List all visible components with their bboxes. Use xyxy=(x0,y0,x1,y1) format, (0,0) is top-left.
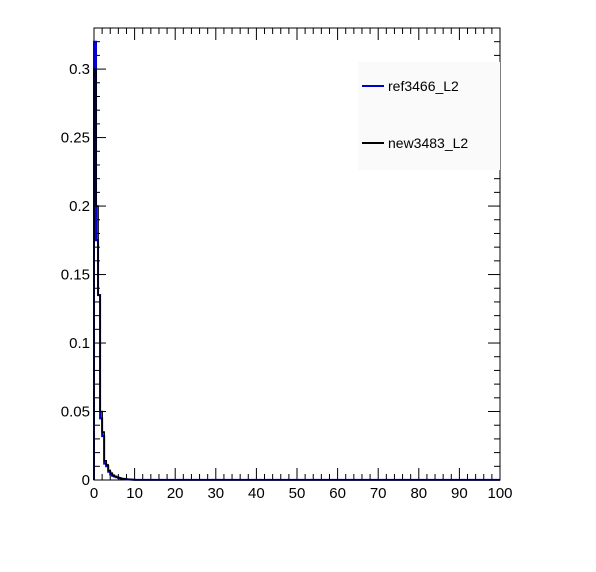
legend-box xyxy=(358,62,500,170)
y-tick-label: 0 xyxy=(82,472,90,489)
y-tick-labels: 0 0.05 0.1 0.15 0.2 0.25 0.3 xyxy=(61,61,90,489)
x-tick-label: 10 xyxy=(126,485,143,502)
x-tick-label: 40 xyxy=(248,485,265,502)
x-tick-label: 60 xyxy=(329,485,346,502)
x-tick-label: 20 xyxy=(167,485,184,502)
x-tick-label: 30 xyxy=(207,485,224,502)
y-tick-label: 0.1 xyxy=(69,335,90,352)
y-tick-label: 0.15 xyxy=(61,267,90,284)
x-tick-label: 50 xyxy=(289,485,306,502)
y-tick-label: 0.3 xyxy=(69,61,90,78)
legend-label: new3483_L2 xyxy=(388,135,468,151)
legend-label: ref3466_L2 xyxy=(388,78,459,94)
x-tick-label: 90 xyxy=(451,485,468,502)
series-layer xyxy=(93,40,500,481)
y-tick-label: 0.25 xyxy=(61,130,90,147)
legend: ref3466_L2 new3483_L2 xyxy=(358,62,500,170)
x-tick-label: 0 xyxy=(90,485,98,502)
y-tick-label: 0.05 xyxy=(61,404,90,421)
series-new3483_L2 xyxy=(93,68,500,481)
x-tick-label: 70 xyxy=(370,485,387,502)
x-tick-labels: 0 10 20 30 40 50 60 70 80 90 100 xyxy=(90,485,513,502)
x-tick-label: 100 xyxy=(487,485,512,502)
x-tick-label: 80 xyxy=(410,485,427,502)
y-tick-label: 0.2 xyxy=(69,198,90,215)
